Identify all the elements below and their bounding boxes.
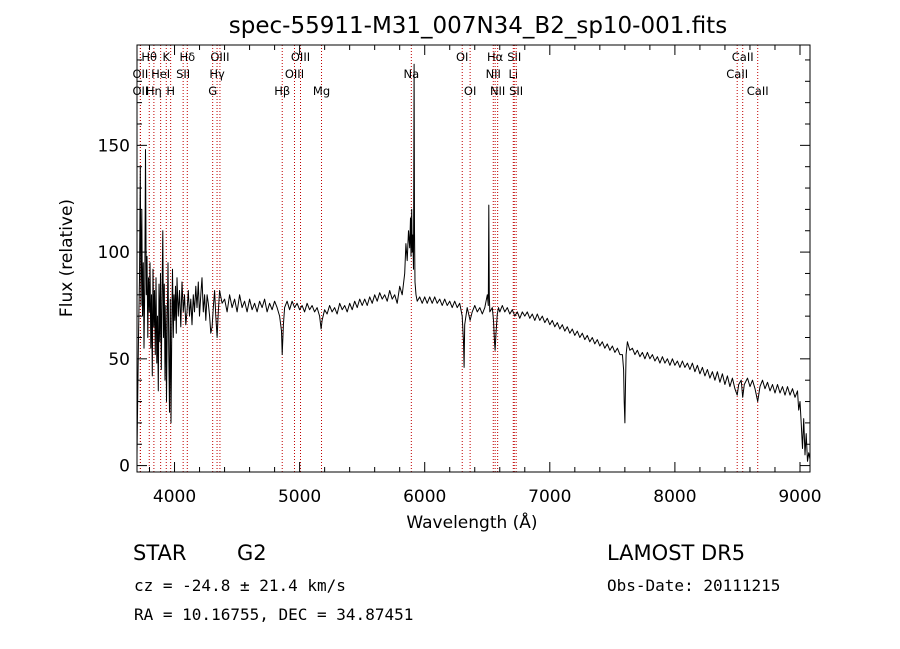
y-tick-label: 50 — [108, 350, 130, 370]
line-marker-label: Hθ — [141, 50, 157, 64]
line-marker-label: OII — [132, 84, 148, 98]
line-marker-label: OIII — [285, 67, 304, 81]
line-marker-label: Hβ — [274, 84, 290, 98]
x-tick-label: 6000 — [403, 487, 446, 507]
line-marker-label: OI — [464, 84, 476, 98]
line-marker-label: Hα — [487, 50, 504, 64]
line-marker-label: OII — [132, 67, 148, 81]
line-marker-label: Hγ — [209, 67, 225, 81]
line-marker-label: SII — [176, 67, 190, 81]
spectrum-line — [136, 63, 811, 462]
y-axis-label: Flux (relative) — [57, 199, 77, 317]
x-tick-label: 7000 — [528, 487, 571, 507]
observation-date: Obs-Date: 20111215 — [607, 576, 781, 595]
line-marker-label: Mg — [313, 84, 330, 98]
line-marker-label: Na — [404, 67, 420, 81]
survey-label: LAMOST DR5 — [607, 541, 746, 565]
subclass-label: G2 — [237, 541, 267, 565]
x-tick-label: 5000 — [278, 487, 321, 507]
line-marker-label: OIII — [210, 50, 229, 64]
line-marker-label: SII — [507, 50, 521, 64]
line-marker-label: OI — [456, 50, 468, 64]
y-tick-label: 100 — [98, 243, 130, 263]
line-marker-label: CaII — [732, 50, 754, 64]
line-marker-label: Li — [508, 67, 518, 81]
class-label: STAR — [133, 541, 187, 565]
line-markers: Hθ OII OII K HeI Hη H Hδ SII OIII Hγ G OIII OIII Hβ Mg N… — [132, 45, 769, 472]
line-marker-label: CaII — [726, 67, 748, 81]
line-marker-label: HeI — [151, 67, 170, 81]
line-marker-label: NII — [486, 67, 501, 81]
line-marker-label: CaII — [747, 84, 769, 98]
line-marker-label: Hδ — [179, 50, 195, 64]
chart-title: spec-55911-M31_007N34_B2_sp10-001.fits — [229, 13, 727, 39]
line-marker-label: Hη — [146, 84, 162, 98]
x-tick-label: 9000 — [778, 487, 821, 507]
plot-frame — [136, 44, 811, 473]
line-marker-label: SII — [509, 84, 523, 98]
plot-axes: 4000 5000 6000 7000 8000 9000 0 50 100 150 — [98, 44, 822, 507]
line-marker-label: OIII — [291, 50, 310, 64]
x-tick-label: 8000 — [653, 487, 696, 507]
x-axis-label: Wavelength (Å) — [406, 511, 537, 533]
spectrum-series — [136, 63, 811, 462]
redshift-velocity: cz = -24.8 ± 21.4 km/s — [134, 576, 346, 595]
y-tick-label: 150 — [98, 136, 130, 156]
line-marker-label: K — [162, 50, 170, 64]
y-tick-label: 0 — [119, 457, 130, 477]
coordinates: RA = 10.16755, DEC = 34.87451 — [134, 605, 414, 624]
line-marker-label: NII — [490, 84, 505, 98]
line-marker-label: H — [166, 84, 175, 98]
line-marker-label: G — [208, 84, 217, 98]
x-tick-label: 4000 — [153, 487, 196, 507]
